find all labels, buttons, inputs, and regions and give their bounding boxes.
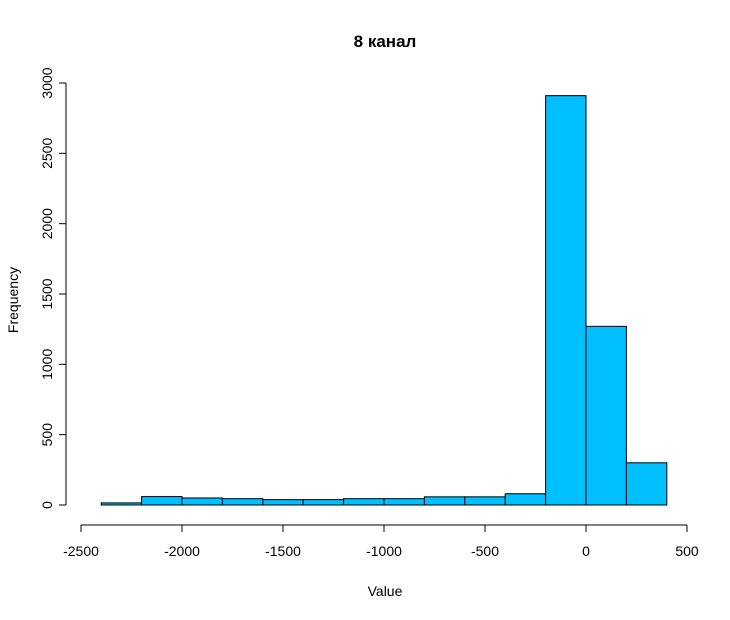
y-tick-label-4: 2000 (39, 208, 55, 239)
histogram-bar-2 (181, 497, 223, 506)
x-tick-label-0: -2500 (63, 543, 99, 559)
y-tick-label-2: 1000 (39, 349, 55, 380)
y-tick-label-0: 0 (39, 501, 55, 509)
histogram-bar-10 (504, 493, 547, 506)
x-tick-label-5: 0 (582, 543, 590, 559)
y-axis-label: Frequency (5, 267, 21, 333)
y-tick-label-5: 2500 (39, 138, 55, 169)
chart-title: 8 канал (354, 32, 417, 51)
bars-group (100, 95, 668, 506)
x-tick-label-4: -500 (471, 543, 499, 559)
histogram-bar-13 (625, 462, 668, 506)
x-ticks-group: -2500 -2000 -1500 -1000 -500 0 500 (63, 525, 699, 559)
x-axis-label: Value (368, 583, 403, 599)
y-tick-label-3: 1500 (39, 278, 55, 309)
histogram-bar-11 (545, 95, 587, 506)
histogram-bar-0 (100, 502, 143, 506)
x-tick-label-6: 500 (675, 543, 699, 559)
histogram-bar-6 (343, 498, 385, 506)
y-ticks-group: 0 500 1000 1500 2000 2500 3000 (39, 67, 66, 509)
histogram-bar-8 (423, 496, 466, 506)
histogram-bar-1 (141, 496, 183, 506)
y-tick-label-1: 500 (39, 423, 55, 447)
histogram-bar-5 (302, 499, 345, 506)
histogram-bar-7 (383, 498, 425, 506)
histogram-bar-9 (464, 496, 506, 506)
x-tick-label-3: -1000 (366, 543, 402, 559)
y-tick-label-6: 3000 (39, 67, 55, 98)
histogram-bar-3 (221, 498, 264, 506)
histogram-bar-4 (262, 499, 304, 506)
x-tick-label-2: -1500 (265, 543, 301, 559)
x-tick-label-1: -2000 (164, 543, 200, 559)
histogram-bar-12 (585, 325, 627, 506)
